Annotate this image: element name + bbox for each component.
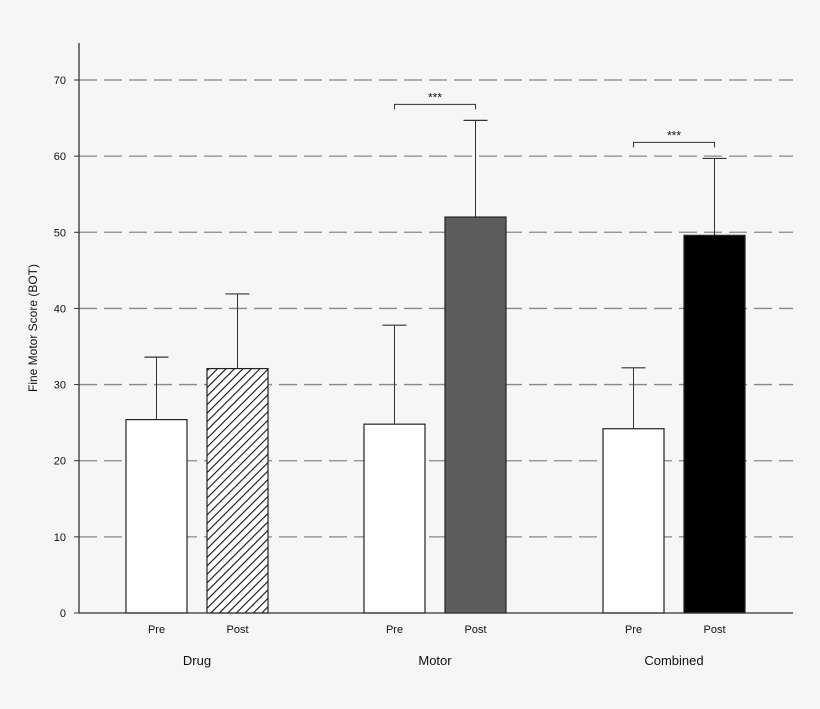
significance-label: ***: [667, 128, 681, 142]
bar-category-label: Pre: [386, 624, 403, 636]
y-tick-label: 60: [54, 151, 66, 163]
grid-lines: [79, 79, 793, 538]
bar-category-label: Pre: [148, 624, 165, 636]
significance-bracket: [394, 103, 476, 110]
y-tick-label: 0: [60, 608, 66, 620]
group-label: Combined: [644, 653, 703, 668]
group-label: Drug: [183, 653, 211, 668]
y-tick-label: 10: [54, 532, 66, 544]
bar-category-label: Post: [703, 624, 725, 636]
bar-combined-pre: [602, 428, 665, 614]
y-tick-label: 70: [54, 75, 66, 87]
bar-motor-pre: [363, 423, 426, 614]
bars: [125, 119, 746, 614]
y-tick-label: 20: [54, 456, 66, 468]
labels: 0 10 20 30 40 50 60 70 Pre Post Drug Pre Post Motor **…: [54, 75, 726, 668]
y-axis-title: Fine Motor Score (BOT): [26, 264, 40, 392]
group-label: Motor: [418, 653, 452, 668]
bar-category-label: Post: [464, 624, 486, 636]
y-tick-label: 30: [54, 380, 66, 392]
y-tick-label: 50: [54, 227, 66, 239]
y-tick-label: 40: [54, 303, 66, 315]
bar-drug-post: [206, 367, 269, 614]
significance-bracket: [633, 141, 715, 148]
bar-motor-post: [444, 216, 507, 614]
significance-label: ***: [428, 90, 442, 104]
bar-combined-post: [683, 234, 746, 614]
bar-category-label: Post: [226, 624, 248, 636]
bar-category-label: Pre: [625, 624, 642, 636]
bar-drug-pre: [125, 418, 188, 614]
axes: [74, 43, 793, 614]
